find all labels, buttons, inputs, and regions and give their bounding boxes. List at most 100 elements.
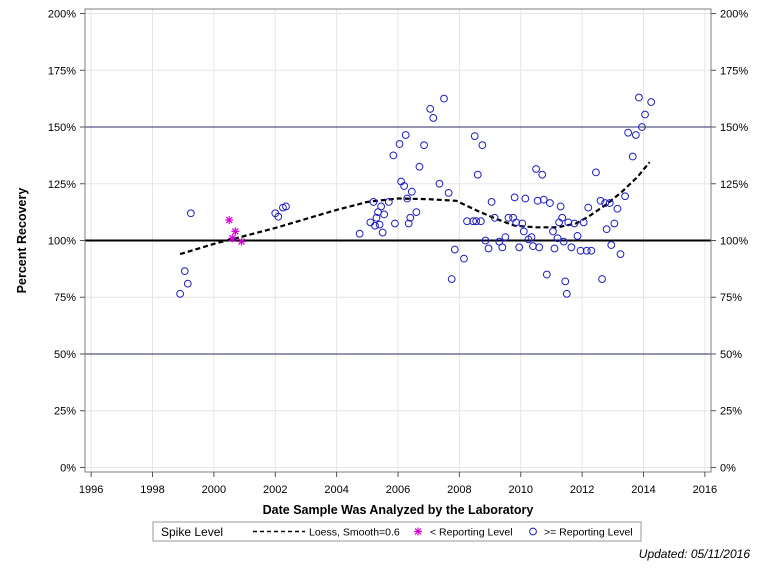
- legend-asterisk-symbol: [414, 527, 422, 536]
- data-point-circle: [406, 213, 415, 222]
- asterisk-stroke: [228, 234, 236, 242]
- data-point-circle: [403, 194, 412, 203]
- x-tick-label: 2010: [509, 484, 533, 496]
- data-point-circle: [607, 241, 616, 249]
- data-point-circle: [610, 219, 619, 228]
- data-point-circle: [498, 243, 507, 252]
- data-point-circle: [469, 217, 478, 226]
- data-point-circle: [582, 246, 591, 255]
- y-tick-label-left: 100%: [48, 236, 76, 248]
- data-point-circle: [570, 219, 579, 228]
- data-point-circle: [378, 228, 387, 237]
- data-point-circle: [601, 199, 610, 207]
- data-point-circle: [621, 192, 629, 201]
- data-point-circle: [391, 219, 399, 228]
- data-point-circle: [518, 219, 527, 228]
- y-tick-label-right: 75%: [720, 292, 742, 304]
- data-point-circle: [559, 237, 568, 246]
- asterisk-stroke: [231, 227, 239, 235]
- data-point-circle: [429, 114, 438, 122]
- data-point-circle: [444, 188, 453, 197]
- data-point-circle: [274, 212, 283, 221]
- y-tick-label-left: 125%: [48, 179, 76, 191]
- y-tick-label-right: 0%: [720, 462, 736, 474]
- data-point-circle: [180, 267, 189, 276]
- data-point-circle: [478, 141, 487, 150]
- data-point-circle: [395, 140, 404, 148]
- data-point-circle: [542, 270, 551, 279]
- x-tick-label: 1996: [79, 484, 103, 496]
- data-point-circle: [404, 219, 413, 228]
- data-point-circle: [521, 194, 530, 203]
- x-tick-label: 2016: [693, 484, 717, 496]
- data-point-asterisk: [225, 216, 234, 225]
- data-point-circle: [564, 218, 573, 227]
- y-tick-label-left: 75%: [54, 292, 76, 304]
- data-point-circle: [450, 245, 459, 254]
- x-tick-label: 2014: [631, 484, 655, 496]
- data-point-circle: [510, 193, 519, 202]
- data-point-circle: [420, 141, 428, 150]
- data-point-circle: [375, 220, 384, 229]
- data-point-circle: [415, 162, 424, 171]
- data-point-circle: [501, 233, 510, 241]
- y-tick-label-left: 0%: [60, 462, 76, 474]
- data-point-circle: [504, 213, 513, 222]
- data-point-circle: [490, 213, 499, 222]
- y-axis-title: Percent Recovery: [15, 188, 29, 294]
- data-point-circle: [472, 217, 481, 226]
- data-point-circle: [596, 196, 605, 205]
- data-point-circle: [426, 104, 435, 113]
- legend-box: [152, 521, 642, 542]
- data-point-circle: [538, 170, 547, 179]
- y-tick-label-left: 150%: [48, 122, 76, 134]
- legend-label-above-rl: >= Reporting Level: [544, 527, 633, 539]
- data-point-circle: [487, 198, 496, 206]
- data-point-circle: [605, 199, 614, 207]
- data-point-circle: [567, 243, 576, 252]
- data-point-circle: [401, 131, 410, 139]
- loess-line: [179, 161, 651, 256]
- y-tick-label-right: 200%: [720, 9, 748, 21]
- data-point-asterisk: [237, 237, 246, 246]
- data-point-circle: [598, 275, 606, 283]
- data-point-circle: [377, 202, 386, 211]
- data-point-circle: [282, 202, 290, 211]
- data-point-circle: [624, 128, 633, 137]
- y-tick-label-right: 150%: [720, 122, 748, 134]
- data-point-circle: [463, 217, 471, 226]
- x-axis-title: Date Sample Was Analyzed by the Laborato…: [263, 503, 534, 517]
- data-point-circle: [647, 98, 656, 106]
- data-point-circle: [481, 236, 490, 245]
- data-point-circle: [412, 208, 421, 217]
- data-point-circle: [579, 218, 588, 227]
- data-point-circle: [186, 209, 195, 218]
- data-point-circle: [372, 213, 381, 222]
- data-point-circle: [476, 217, 485, 226]
- data-point-circle: [470, 132, 479, 140]
- data-point-asterisk: [231, 227, 240, 236]
- data-point-circle: [384, 198, 393, 206]
- y-tick-label-left: 200%: [48, 9, 76, 21]
- y-tick-label-left: 25%: [54, 406, 76, 418]
- data-point-circle: [587, 246, 596, 255]
- data-point-circle: [535, 243, 544, 252]
- data-point-circle: [558, 213, 567, 222]
- data-point-circle: [539, 195, 548, 204]
- data-point-circle: [641, 110, 649, 119]
- x-tick-label: 2002: [263, 484, 287, 496]
- y-tick-label-right: 125%: [720, 179, 748, 191]
- data-point-circle: [638, 123, 646, 131]
- data-point-circle: [613, 204, 622, 213]
- data-point-circle: [389, 151, 398, 160]
- x-tick-label: 2000: [202, 484, 226, 496]
- x-tick-label: 2012: [570, 484, 594, 496]
- data-point-circle: [484, 244, 493, 253]
- data-point-circle: [549, 227, 557, 236]
- x-tick-label: 1998: [140, 484, 164, 496]
- data-point-circle: [529, 242, 537, 251]
- asterisk-stroke: [238, 238, 245, 246]
- y-tick-label-right: 100%: [720, 236, 748, 248]
